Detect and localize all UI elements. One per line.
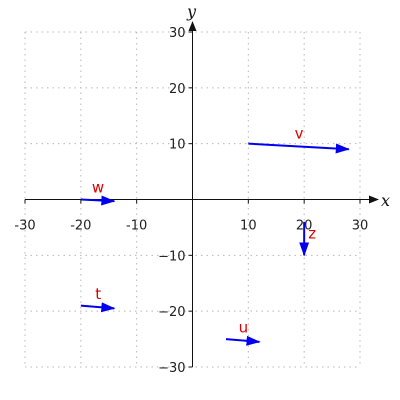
y-tick-label: 30 — [169, 26, 186, 41]
y-tick-label: −30 — [158, 361, 185, 376]
y-tick-label: 20 — [169, 82, 186, 97]
grid — [24, 31, 361, 368]
vector-label-u: u — [239, 319, 249, 337]
vector-u — [225, 335, 261, 346]
y-axis-label: y — [186, 2, 197, 21]
vector-label-z: z — [308, 225, 316, 243]
x-tick-label: -20 — [70, 219, 91, 234]
vectors: v w z t u — [80, 124, 350, 346]
vector-v — [248, 142, 350, 154]
vector-t — [80, 302, 116, 313]
y-tick-label: −20 — [158, 305, 185, 320]
axes — [24, 21, 379, 368]
x-tick-label: -10 — [126, 219, 147, 234]
x-tick-label: 30 — [352, 219, 369, 234]
x-tick-label: 10 — [240, 219, 257, 234]
x-axis-label: x — [381, 191, 390, 210]
y-tick-label: −10 — [158, 249, 185, 264]
y-tick-label: 10 — [169, 138, 186, 153]
vector-w — [80, 195, 116, 206]
vector-label-v: v — [295, 124, 304, 142]
vector-label-t: t — [95, 285, 101, 303]
x-tick-label: -30 — [14, 219, 35, 234]
vector-label-w: w — [92, 178, 104, 196]
